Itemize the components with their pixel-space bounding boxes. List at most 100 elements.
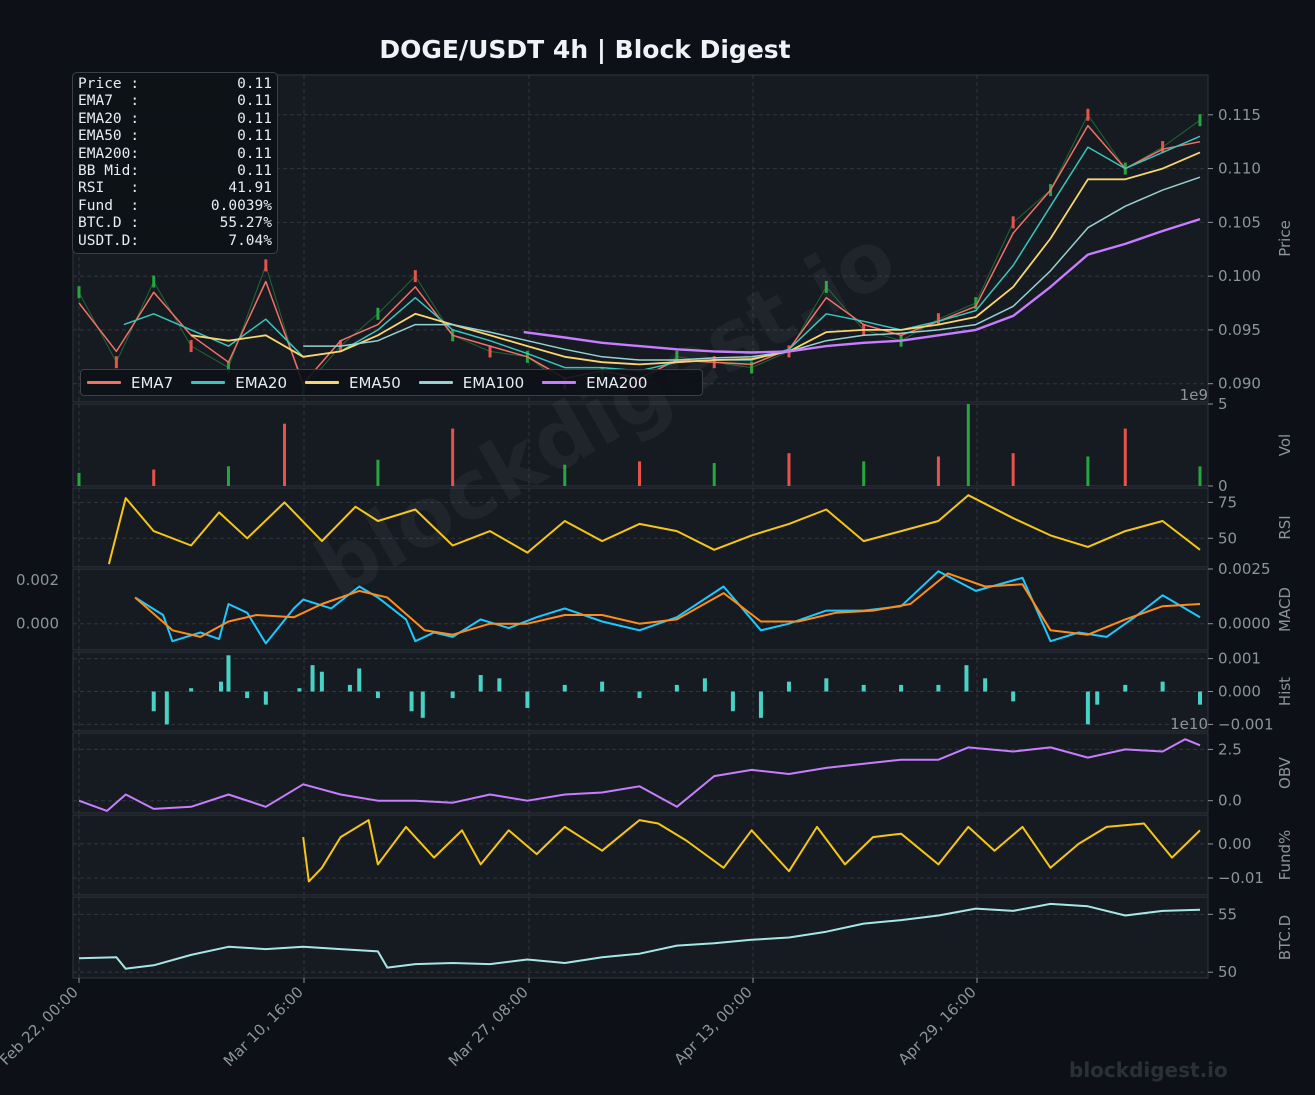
legend-label-ema200: EMA200 — [586, 373, 648, 392]
y-axis-label-btcd: BTC.D — [1276, 915, 1294, 960]
y-tick-label: −0.001 — [1218, 715, 1274, 733]
indicator-info-box: Price :0.11 EMA7 :0.11 EMA20 :0.11 EMA50… — [72, 72, 278, 254]
y-axis-label-fund: Fund% — [1276, 830, 1294, 881]
hist-bar — [674, 684, 679, 692]
y-tick-label: 0.100 — [1218, 267, 1261, 285]
hist-bar — [226, 655, 231, 692]
y-offset-label-vol: 1e9 — [1180, 386, 1208, 404]
panel-hist: −0.001 0.000 0.001 Hist — [72, 650, 1294, 733]
y-tick-label: 55 — [1218, 905, 1237, 923]
ema-legend: EMA7 EMA20 EMA50 EMA100 EMA200 — [80, 369, 703, 396]
left-y-tick-label: 0.000 — [16, 615, 59, 633]
y-tick-label: 0.00 — [1218, 835, 1251, 853]
legend-swatch-ema50 — [305, 381, 340, 384]
legend-swatch-ema200 — [542, 381, 577, 384]
panel-btcd: 50 55 BTC.D — [72, 896, 1294, 981]
hist-bar — [983, 678, 988, 692]
y-tick-label: 5 — [1218, 395, 1228, 413]
legend-swatch-ema20 — [191, 381, 226, 384]
x-tick-label: Apr 13, 00:00 — [671, 983, 756, 1068]
legend-item-ema100: EMA100 — [418, 373, 525, 392]
volume-bar — [862, 461, 866, 486]
price-candle — [488, 345, 492, 358]
panel-frame-rsi — [72, 487, 1209, 568]
y-tick-label: 0.090 — [1218, 375, 1261, 393]
x-tick-label: Apr 29, 16:00 — [895, 983, 980, 1068]
hist-bar — [297, 688, 302, 692]
volume-bar — [1011, 453, 1015, 486]
volume-bar — [152, 469, 156, 486]
price-candle — [77, 286, 81, 299]
hist-bar — [702, 678, 707, 692]
y-tick-label: −0.01 — [1218, 869, 1264, 887]
chart-title: DOGE/USDT 4h | Block Digest — [379, 35, 791, 64]
y-tick-label: 0.0 — [1218, 792, 1242, 810]
hist-bar — [1160, 681, 1165, 692]
y-tick-label: 0.115 — [1218, 106, 1261, 124]
hist-bar — [899, 684, 904, 692]
hist-bar — [1198, 691, 1202, 705]
y-axis-label-obv: OBV — [1276, 756, 1294, 789]
price-candle — [1198, 114, 1202, 127]
hist-bar — [347, 684, 352, 692]
legend-label-ema100: EMA100 — [462, 373, 525, 392]
legend-item-ema7: EMA7 — [87, 374, 173, 392]
y-tick-label: 0.0025 — [1218, 560, 1271, 578]
info-row-bb-mid: BB Mid: 0.11 — [78, 162, 272, 179]
price-candle — [936, 313, 940, 326]
legend-swatch-ema7 — [87, 381, 121, 384]
legend-swatch-ema100 — [418, 381, 453, 384]
hist-bar — [1123, 684, 1128, 692]
price-candle — [1011, 216, 1015, 229]
volume-bar — [1123, 428, 1127, 486]
series-line-signal — [134, 572, 1201, 638]
series-line-fund- — [302, 819, 1201, 883]
hist-bar — [861, 684, 866, 692]
legend-item-ema200: EMA200 — [542, 374, 647, 392]
panel-macd: 0.0000 0.0025 0.000 0.002 MACD — [16, 560, 1294, 651]
price-candle — [114, 356, 118, 369]
info-row-ema50: EMA50 :0.11 — [78, 128, 272, 145]
legend-item-ema20: EMA20 — [191, 374, 287, 392]
price-candle — [1161, 141, 1165, 154]
volume-bar — [376, 459, 380, 486]
y-tick-label: 2.5 — [1218, 740, 1242, 758]
info-row-fund: Fund :0.0039% — [78, 197, 272, 214]
hist-bar — [310, 665, 315, 692]
price-candle — [264, 259, 268, 272]
watermark: blockdigest.io — [1069, 1058, 1228, 1082]
hist-bar — [1085, 691, 1090, 725]
price-candle — [413, 270, 417, 283]
info-row-ema7: EMA7 :0.11 — [78, 93, 272, 110]
hist-bar — [786, 681, 791, 692]
legend-label-ema20: EMA20 — [235, 373, 288, 392]
y-tick-label: 0.000 — [1218, 683, 1261, 701]
hist-bar — [409, 691, 414, 712]
hist-bar — [420, 691, 425, 718]
left-y-tick-label: 0.002 — [16, 571, 59, 589]
volume-bar — [77, 472, 81, 486]
panel-rsi: 50 75 RSI — [72, 487, 1294, 568]
price-candle — [226, 361, 230, 374]
volume-bar — [451, 428, 455, 486]
series-line-rsi — [107, 494, 1201, 565]
series-line-ema200 — [523, 217, 1201, 354]
y-tick-label: 50 — [1218, 529, 1237, 547]
price-candle — [675, 350, 679, 363]
panel-fund: −0.01 0.00 Fund% — [72, 814, 1294, 896]
volume-bar — [226, 466, 230, 486]
price-candle — [974, 297, 978, 310]
y-axis-label-vol: Vol — [1276, 434, 1294, 456]
y-axis-label-price: Price — [1276, 220, 1294, 257]
info-row-rsi: RSI :41.91 — [78, 180, 272, 197]
hist-bar — [1095, 691, 1100, 705]
panel-frame-fund — [72, 814, 1209, 896]
hist-bar — [497, 678, 502, 692]
volume-bar — [712, 463, 716, 486]
hist-bar — [562, 684, 567, 692]
x-tick-label: Mar 27, 08:00 — [445, 983, 532, 1070]
panel-frame-btcd — [72, 896, 1209, 979]
hist-bar — [319, 671, 324, 692]
hist-bar — [964, 665, 969, 692]
